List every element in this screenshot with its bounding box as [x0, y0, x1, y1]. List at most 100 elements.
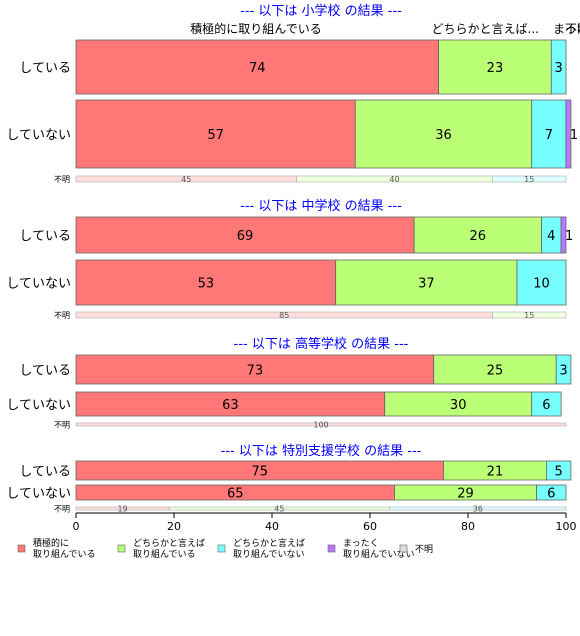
- value-label: 73: [247, 364, 264, 379]
- value-label: 45: [274, 505, 284, 514]
- row-label: 不明: [54, 175, 70, 184]
- legend-label-line: 取り組んでいる: [133, 548, 196, 560]
- bar-segment: [433, 354, 557, 385]
- value-label: 3: [555, 61, 563, 76]
- value-label: 63: [222, 398, 239, 413]
- value-label: 21: [487, 465, 504, 480]
- x-tick-label: 0: [73, 520, 80, 533]
- bar-segment: [546, 460, 572, 481]
- legend-label-line: 取り組んでいる: [33, 548, 96, 560]
- value-label: 25: [487, 364, 504, 379]
- panel-title: --- 以下は 高等学校 の結果 ---: [234, 336, 409, 352]
- bar-segment: [335, 259, 518, 306]
- legend-swatch: [217, 544, 226, 553]
- row-label: 不明: [54, 421, 70, 430]
- bar-segment: [75, 391, 386, 417]
- top-label: まった: [553, 22, 580, 36]
- bar-segment: [531, 391, 562, 417]
- legend-swatch: [117, 544, 126, 553]
- legend-label-line: どちらかと言えば: [233, 537, 305, 549]
- value-label: 29: [457, 487, 474, 502]
- legend-label-line: まったく: [343, 538, 379, 549]
- top-label: どちらかと言えば...: [432, 22, 539, 36]
- row-label: していない: [6, 128, 71, 143]
- value-label: 74: [249, 61, 266, 76]
- value-label: 30: [450, 398, 467, 413]
- row-label: している: [19, 364, 71, 379]
- value-label: 10: [533, 277, 550, 292]
- legend-label: まったく取り組んでいない: [343, 538, 415, 560]
- bar-segment: [550, 39, 567, 95]
- value-label: 57: [207, 128, 224, 143]
- legend-label-line: 取り組んでいない: [233, 548, 305, 560]
- x-tick-label: 80: [461, 520, 475, 533]
- bar-segment: [516, 259, 567, 306]
- value-label: 15: [524, 311, 534, 320]
- value-label: 23: [487, 61, 504, 76]
- value-label: 19: [117, 505, 127, 514]
- panel-title: --- 以下は 中学校 の結果 ---: [240, 198, 402, 214]
- value-label: 75: [251, 465, 268, 480]
- value-label: 37: [418, 277, 435, 292]
- bar-segment: [389, 506, 567, 511]
- value-label: 45: [181, 175, 191, 184]
- bar-segment: [354, 99, 533, 169]
- value-label: 53: [198, 277, 215, 292]
- legend-swatch: [17, 544, 26, 553]
- bar-segment: [75, 99, 356, 169]
- legend-label-line: どちらかと言えば: [133, 537, 205, 549]
- row-label: していない: [6, 487, 71, 502]
- value-label: 69: [237, 229, 254, 244]
- bar-segment: [75, 422, 567, 427]
- legend-label: どちらかと言えば取り組んでいる: [133, 537, 205, 560]
- row-label: していない: [6, 398, 71, 413]
- bar-segment: [560, 216, 567, 254]
- legend-swatch: [327, 544, 336, 553]
- value-label: 5: [555, 465, 563, 480]
- bar-segment: [384, 391, 533, 417]
- value-label: 4: [547, 229, 555, 244]
- bar-segment: [565, 99, 572, 169]
- bar-segment: [492, 175, 567, 183]
- legend-label-line: 積極的に: [33, 537, 69, 549]
- value-label: 65: [227, 487, 244, 502]
- x-tick-label: 20: [167, 520, 181, 533]
- value-label: 15: [524, 175, 534, 184]
- row-label: 不明: [54, 311, 70, 320]
- value-label: 26: [470, 229, 487, 244]
- bar-segment: [492, 311, 567, 319]
- value-label: 6: [547, 487, 555, 502]
- x-tick-label: 40: [265, 520, 279, 533]
- row-label: している: [19, 61, 71, 76]
- row-label: している: [19, 229, 71, 244]
- top-label: 不明: [565, 22, 580, 36]
- value-label: 1: [570, 128, 578, 143]
- legend-label-line: 不明: [415, 544, 433, 555]
- value-label: 85: [279, 311, 289, 320]
- bar-segment: [536, 484, 567, 501]
- top-label: 積極的に取り組んでいる: [190, 21, 321, 36]
- value-label: 100: [313, 421, 328, 430]
- value-label: 6: [542, 398, 550, 413]
- legend-label-line: 取り組んでいない: [343, 548, 415, 560]
- row-label: していない: [6, 277, 71, 292]
- legend-swatch: [399, 544, 408, 553]
- row-label: 不明: [54, 505, 70, 514]
- value-label: 36: [473, 505, 483, 514]
- bar-segment: [75, 354, 435, 385]
- value-label: 1: [565, 229, 573, 244]
- panel-title: --- 以下は 小学校 の結果 ---: [240, 3, 402, 19]
- legend-label: どちらかと言えば取り組んでいない: [233, 537, 305, 560]
- value-label: 3: [559, 364, 567, 379]
- value-label: 7: [545, 128, 553, 143]
- bar-segment: [555, 354, 572, 385]
- legend-label: 積極的に取り組んでいる: [33, 537, 96, 560]
- x-tick-label: 60: [363, 520, 377, 533]
- bar-segment: [438, 39, 552, 95]
- bar-segment: [531, 99, 567, 169]
- value-label: 36: [435, 128, 452, 143]
- row-label: している: [19, 465, 71, 480]
- panel-title: --- 以下は 特別支援学校 の結果 ---: [221, 443, 422, 459]
- bar-segment: [75, 259, 337, 306]
